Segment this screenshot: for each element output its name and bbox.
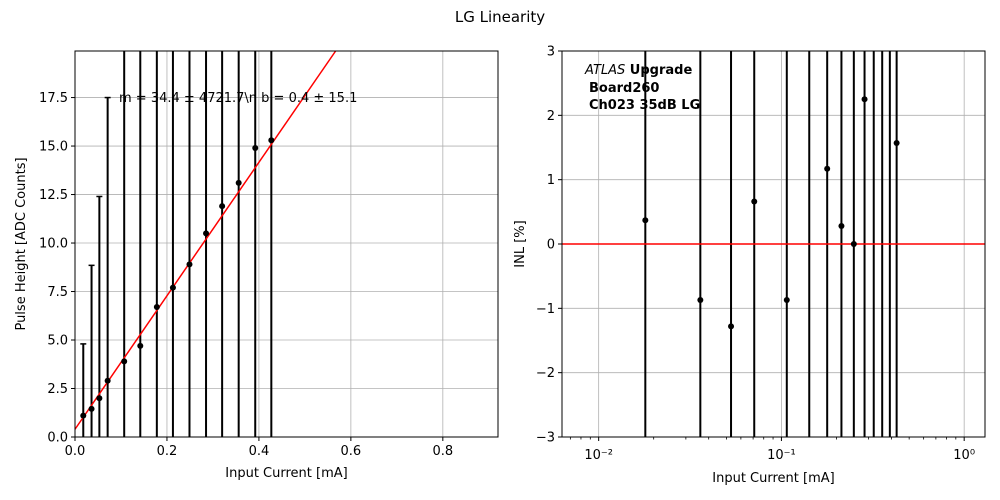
right-data-point [838,222,845,229]
right-y-ticks: −3 −2 −1 0 1 2 3 [536,45,562,446]
right-x-axis-label: Input Current [mA] [712,471,834,486]
right-x-tick-label: 10⁰ [953,448,975,463]
left-y-tick-label: 0.0 [47,431,68,446]
right-chart: 10⁻² 10⁻¹ 10⁰ −3 −2 −1 0 1 2 3 Input Current [mA… [513,45,986,486]
left-y-tick-label: 2.5 [47,382,68,397]
left-x-tick-label: 0.0 [65,444,86,459]
board-label: Board260 [589,81,659,96]
left-data-point [252,144,259,151]
left-error-bars [80,51,273,437]
left-data-point [96,395,103,402]
left-y-tick-label: 5.0 [47,334,68,349]
right-x-tick-label: 10⁻¹ [767,448,796,463]
right-y-tick-label: −1 [536,302,555,317]
left-data-point [104,377,111,384]
right-y-tick-label: −2 [536,366,555,381]
left-fit-line-segment [74,50,337,430]
right-data-point [850,241,857,247]
figure-title: LG Linearity [455,8,545,26]
left-axes-frame [74,50,499,438]
right-y-tick-label: 2 [547,109,555,124]
right-data-point [824,165,831,172]
left-x-tick-label: 0.6 [341,444,362,459]
left-x-tick-label: 0.2 [157,444,178,459]
atlas-label-italic: ATLAS [584,63,625,78]
left-data-point [80,412,87,419]
left-data-point [268,137,275,144]
left-data-point [137,342,144,349]
atlas-label: ATLAS Upgrade [584,63,692,78]
left-grid [74,51,498,438]
left-y-tick-label: 17.5 [39,91,68,106]
right-data-points [642,96,900,330]
right-x-tick-label: 10⁻² [584,448,613,463]
left-x-tick-label: 0.4 [249,444,270,459]
left-y-tick-label: 12.5 [39,188,68,203]
right-x-ticks: 10⁻² 10⁻¹ 10⁰ [569,437,975,463]
left-x-ticks: 0.0 0.2 0.4 0.6 0.8 [65,437,453,459]
right-data-point [783,296,790,303]
left-y-tick-label: 15.0 [39,140,68,155]
left-data-point [235,179,242,186]
left-data-point [203,230,210,237]
left-data-point [121,358,128,365]
left-data-point [186,261,193,268]
channel-label: Ch023 35dB LG [589,98,700,113]
left-y-tick-label: 10.0 [39,237,68,252]
left-y-ticks: 0.0 2.5 5.0 7.5 10.0 12.5 15.0 17.5 [39,91,75,446]
right-y-tick-label: 3 [547,45,555,60]
right-y-axis-label: INL [%] [513,220,528,267]
left-data-points [80,137,275,419]
right-y-tick-label: −3 [536,431,555,446]
left-data-point [169,284,176,291]
left-x-axis-label: Input Current [mA] [225,466,347,481]
atlas-label-upgrade: Upgrade [625,63,692,78]
left-y-tick-label: 7.5 [47,285,68,300]
right-y-tick-label: 0 [547,238,555,253]
right-data-point [642,217,649,224]
left-data-point [88,405,95,412]
left-y-axis-label: Pulse Height [ADC Counts] [14,157,29,330]
right-data-point [728,323,735,330]
left-chart: 0.0 0.2 0.4 0.6 0.8 0.0 2.5 5.0 7.5 10.0 12.5 15.0… [14,50,499,481]
fit-annotation: m = 34.4 ± 4721.7\n b = 0.4 ± 15.1 [119,91,357,106]
right-data-point [893,139,900,146]
right-y-tick-label: 1 [547,173,555,188]
left-data-point [219,203,226,210]
left-fit-line [74,50,337,430]
right-data-point [697,296,704,303]
left-data-point [153,304,160,311]
left-x-tick-label: 0.8 [432,444,453,459]
right-data-point [751,198,758,205]
right-data-point [861,96,868,103]
